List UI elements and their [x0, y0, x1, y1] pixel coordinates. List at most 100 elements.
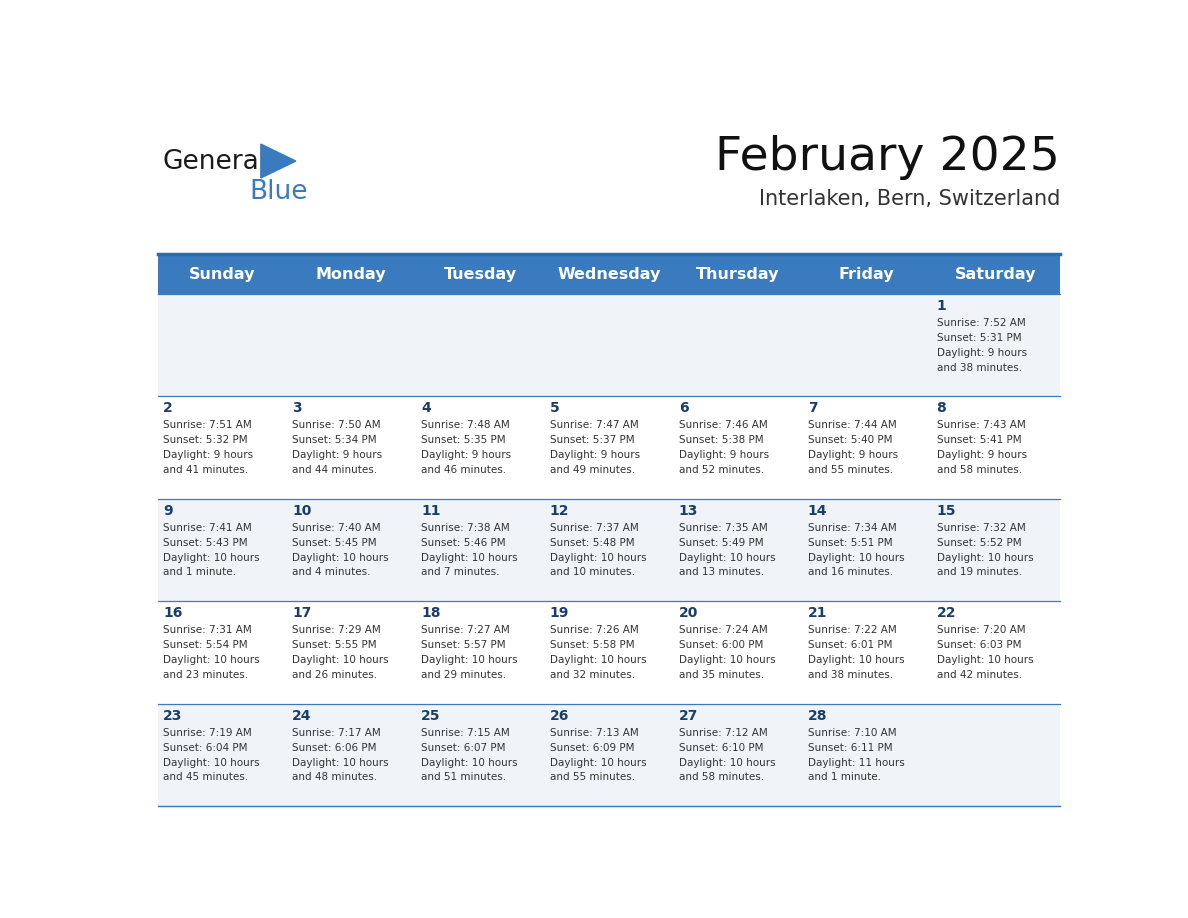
Text: and 48 minutes.: and 48 minutes.: [292, 772, 378, 782]
Text: 17: 17: [292, 607, 311, 621]
Text: Daylight: 9 hours: Daylight: 9 hours: [678, 450, 769, 460]
Text: and 32 minutes.: and 32 minutes.: [550, 670, 636, 680]
Text: Sunset: 5:46 PM: Sunset: 5:46 PM: [421, 538, 506, 548]
Text: Sunset: 5:40 PM: Sunset: 5:40 PM: [808, 435, 892, 445]
Text: Interlaken, Bern, Switzerland: Interlaken, Bern, Switzerland: [759, 189, 1060, 209]
Text: and 46 minutes.: and 46 minutes.: [421, 465, 506, 475]
Text: and 55 minutes.: and 55 minutes.: [808, 465, 893, 475]
Text: Sunrise: 7:46 AM: Sunrise: 7:46 AM: [678, 420, 767, 431]
Text: Sunset: 6:01 PM: Sunset: 6:01 PM: [808, 641, 892, 650]
Text: Sunset: 5:51 PM: Sunset: 5:51 PM: [808, 538, 892, 548]
Text: and 29 minutes.: and 29 minutes.: [421, 670, 506, 680]
Text: 13: 13: [678, 504, 699, 518]
Text: Sunset: 6:03 PM: Sunset: 6:03 PM: [936, 641, 1022, 650]
Text: Sunset: 5:45 PM: Sunset: 5:45 PM: [292, 538, 377, 548]
Text: Saturday: Saturday: [955, 267, 1036, 282]
Text: Sunrise: 7:48 AM: Sunrise: 7:48 AM: [421, 420, 510, 431]
Text: 21: 21: [808, 607, 827, 621]
Text: Sunset: 5:55 PM: Sunset: 5:55 PM: [292, 641, 377, 650]
Text: 27: 27: [678, 709, 699, 722]
Text: Sunrise: 7:20 AM: Sunrise: 7:20 AM: [936, 625, 1025, 635]
Text: Sunset: 5:58 PM: Sunset: 5:58 PM: [550, 641, 634, 650]
Text: Sunset: 5:37 PM: Sunset: 5:37 PM: [550, 435, 634, 445]
Text: Sunset: 6:04 PM: Sunset: 6:04 PM: [163, 743, 248, 753]
Text: 18: 18: [421, 607, 441, 621]
Text: Daylight: 9 hours: Daylight: 9 hours: [292, 450, 383, 460]
Text: Daylight: 11 hours: Daylight: 11 hours: [808, 757, 904, 767]
Bar: [158, 294, 1060, 397]
Text: Sunset: 6:07 PM: Sunset: 6:07 PM: [421, 743, 506, 753]
Text: Daylight: 10 hours: Daylight: 10 hours: [678, 553, 776, 563]
Text: Sunrise: 7:17 AM: Sunrise: 7:17 AM: [292, 728, 381, 738]
Text: Sunrise: 7:13 AM: Sunrise: 7:13 AM: [550, 728, 639, 738]
Text: Daylight: 9 hours: Daylight: 9 hours: [550, 450, 640, 460]
Text: Sunrise: 7:52 AM: Sunrise: 7:52 AM: [936, 318, 1025, 328]
Text: and 23 minutes.: and 23 minutes.: [163, 670, 248, 680]
Text: Sunrise: 7:51 AM: Sunrise: 7:51 AM: [163, 420, 252, 431]
Text: Blue: Blue: [249, 179, 308, 206]
Text: Sunrise: 7:50 AM: Sunrise: 7:50 AM: [292, 420, 381, 431]
Text: 1: 1: [936, 299, 947, 313]
Text: Daylight: 10 hours: Daylight: 10 hours: [550, 757, 646, 767]
Text: Sunrise: 7:34 AM: Sunrise: 7:34 AM: [808, 523, 897, 533]
Text: Sunrise: 7:35 AM: Sunrise: 7:35 AM: [678, 523, 767, 533]
Text: and 4 minutes.: and 4 minutes.: [292, 567, 371, 577]
Text: Daylight: 10 hours: Daylight: 10 hours: [678, 655, 776, 666]
Text: and 1 minute.: and 1 minute.: [163, 567, 236, 577]
Text: and 44 minutes.: and 44 minutes.: [292, 465, 378, 475]
Text: and 49 minutes.: and 49 minutes.: [550, 465, 636, 475]
Text: Sunset: 5:31 PM: Sunset: 5:31 PM: [936, 333, 1022, 342]
Text: 2: 2: [163, 401, 173, 415]
Text: Sunrise: 7:15 AM: Sunrise: 7:15 AM: [421, 728, 510, 738]
Text: Daylight: 9 hours: Daylight: 9 hours: [421, 450, 511, 460]
Text: Sunrise: 7:22 AM: Sunrise: 7:22 AM: [808, 625, 897, 635]
Text: and 58 minutes.: and 58 minutes.: [936, 465, 1022, 475]
Text: Sunset: 5:43 PM: Sunset: 5:43 PM: [163, 538, 248, 548]
Text: Daylight: 10 hours: Daylight: 10 hours: [550, 655, 646, 666]
Text: Sunrise: 7:29 AM: Sunrise: 7:29 AM: [292, 625, 381, 635]
Text: Sunset: 5:32 PM: Sunset: 5:32 PM: [163, 435, 248, 445]
Text: Daylight: 10 hours: Daylight: 10 hours: [421, 553, 518, 563]
Text: Sunrise: 7:12 AM: Sunrise: 7:12 AM: [678, 728, 767, 738]
Text: Sunrise: 7:27 AM: Sunrise: 7:27 AM: [421, 625, 510, 635]
Text: Sunset: 6:06 PM: Sunset: 6:06 PM: [292, 743, 377, 753]
Text: February 2025: February 2025: [715, 135, 1060, 180]
Text: 3: 3: [292, 401, 302, 415]
Text: Daylight: 10 hours: Daylight: 10 hours: [292, 757, 388, 767]
Text: and 10 minutes.: and 10 minutes.: [550, 567, 634, 577]
Text: and 58 minutes.: and 58 minutes.: [678, 772, 764, 782]
Text: Daylight: 10 hours: Daylight: 10 hours: [678, 757, 776, 767]
Text: 5: 5: [550, 401, 560, 415]
Text: Daylight: 10 hours: Daylight: 10 hours: [550, 553, 646, 563]
Text: 6: 6: [678, 401, 689, 415]
Text: Daylight: 10 hours: Daylight: 10 hours: [936, 655, 1034, 666]
Text: and 13 minutes.: and 13 minutes.: [678, 567, 764, 577]
Text: Wednesday: Wednesday: [557, 267, 661, 282]
Text: Daylight: 10 hours: Daylight: 10 hours: [808, 553, 904, 563]
Text: 23: 23: [163, 709, 183, 722]
Text: and 38 minutes.: and 38 minutes.: [808, 670, 893, 680]
Text: Daylight: 10 hours: Daylight: 10 hours: [163, 553, 260, 563]
Text: 16: 16: [163, 607, 183, 621]
Bar: [158, 397, 1060, 498]
Text: and 55 minutes.: and 55 minutes.: [550, 772, 636, 782]
Text: 25: 25: [421, 709, 441, 722]
Text: Sunrise: 7:40 AM: Sunrise: 7:40 AM: [292, 523, 381, 533]
Text: Monday: Monday: [316, 267, 386, 282]
Text: Sunrise: 7:43 AM: Sunrise: 7:43 AM: [936, 420, 1025, 431]
Text: Daylight: 9 hours: Daylight: 9 hours: [808, 450, 898, 460]
Text: Sunrise: 7:24 AM: Sunrise: 7:24 AM: [678, 625, 767, 635]
Text: and 42 minutes.: and 42 minutes.: [936, 670, 1022, 680]
Text: Sunrise: 7:47 AM: Sunrise: 7:47 AM: [550, 420, 639, 431]
Text: 7: 7: [808, 401, 817, 415]
Text: and 51 minutes.: and 51 minutes.: [421, 772, 506, 782]
Text: Sunset: 6:11 PM: Sunset: 6:11 PM: [808, 743, 892, 753]
Bar: [158, 704, 1060, 806]
Text: Sunset: 5:54 PM: Sunset: 5:54 PM: [163, 641, 248, 650]
Text: Sunset: 5:34 PM: Sunset: 5:34 PM: [292, 435, 377, 445]
Text: Sunrise: 7:37 AM: Sunrise: 7:37 AM: [550, 523, 639, 533]
Text: 10: 10: [292, 504, 311, 518]
Text: Daylight: 9 hours: Daylight: 9 hours: [936, 450, 1026, 460]
Bar: [158, 255, 1060, 294]
Text: Sunset: 5:41 PM: Sunset: 5:41 PM: [936, 435, 1022, 445]
